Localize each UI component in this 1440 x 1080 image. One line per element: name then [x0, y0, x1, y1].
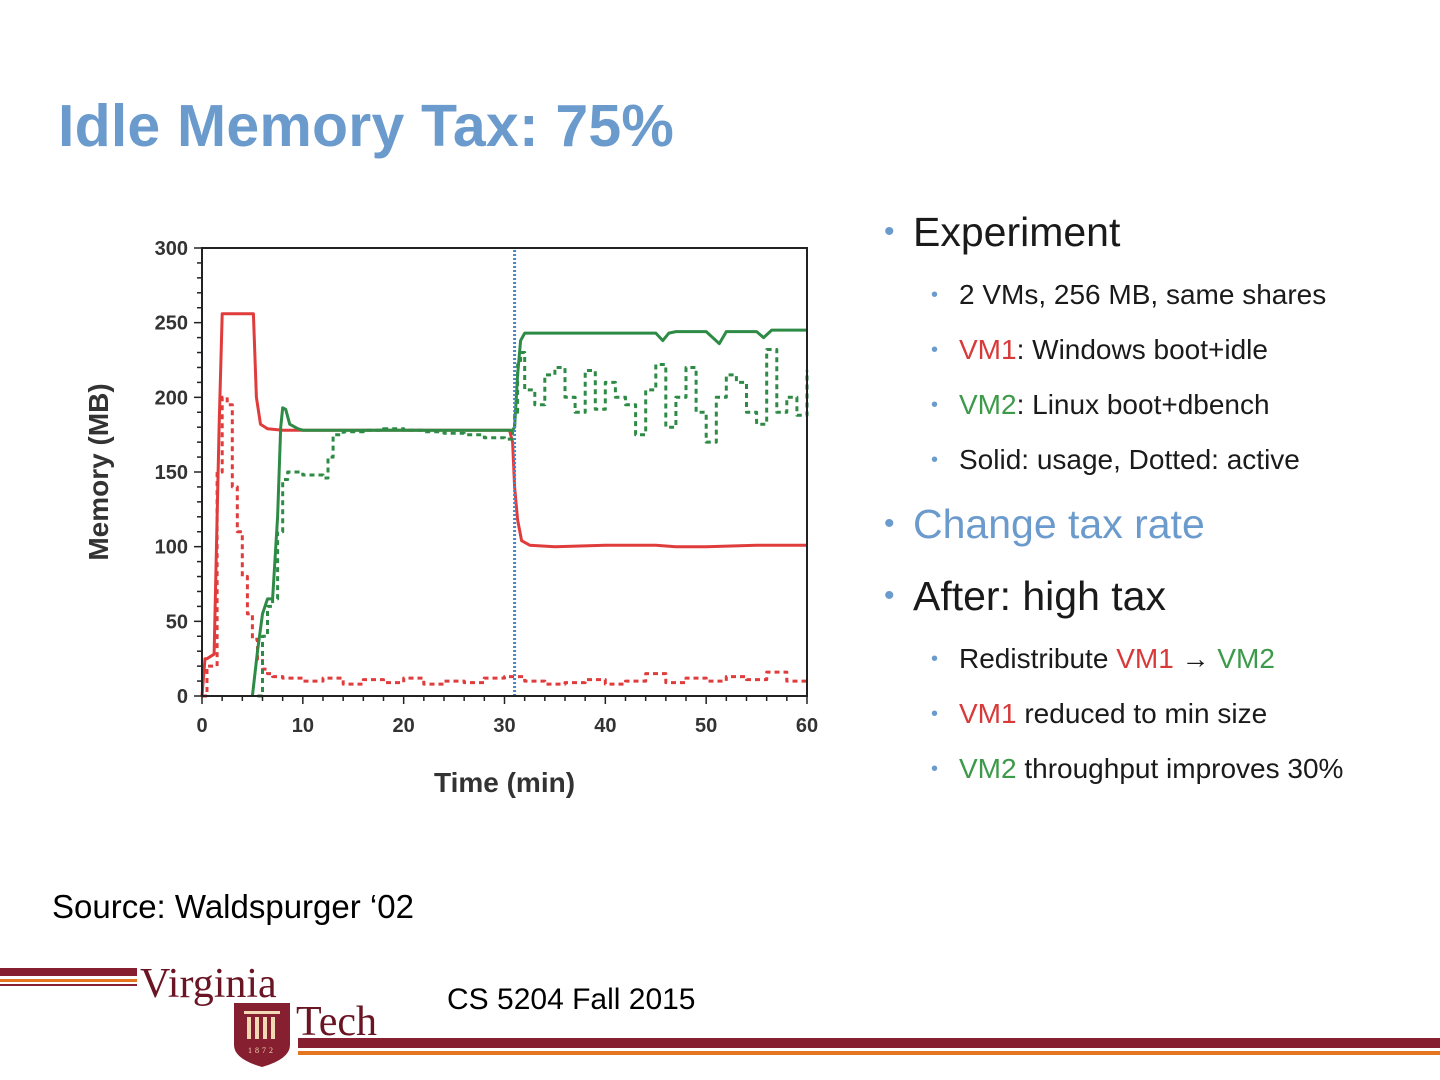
bullet-item-2: • VM1: Windows boot+idle — [880, 334, 1425, 366]
y-tick-label: 300 — [155, 238, 188, 260]
x-tick-label: 0 — [196, 715, 207, 737]
bullet-dot-icon: • — [931, 449, 939, 471]
bullet-dot-icon: • — [931, 703, 939, 725]
bullet-list: • Experiment • 2 VMs, 256 MB, same shares • V… — [880, 200, 1425, 785]
virginia-tech-logo: Virginia 1872 Tech — [0, 961, 377, 1067]
plot-frame — [201, 247, 808, 697]
bullet-dot-icon: • — [884, 507, 895, 540]
bullet-text: Solid: usage, Dotted: active — [959, 444, 1300, 475]
x-tick-label: 40 — [594, 715, 616, 737]
y-tick-label: 200 — [155, 387, 188, 409]
bullet-dot-icon: • — [884, 579, 895, 612]
series-vm1-usage-line — [200, 312, 807, 697]
memory-chart: 0 50 100 150 200 250 300 0 10 20 30 40 50 60 Time (min… — [83, 238, 818, 798]
bullet-item-3: • VM2: Linux boot+dbench — [880, 389, 1425, 421]
y-tick-label: 100 — [155, 537, 188, 559]
bullet-item-1: • 2 VMs, 256 MB, same shares — [880, 279, 1425, 311]
bullet-item-6: • After: high tax — [880, 572, 1425, 620]
y-tick-label: 50 — [166, 611, 188, 633]
bullet-text: VM1 — [959, 334, 1017, 365]
bullet-dot-icon: • — [931, 394, 939, 416]
chart-axes-group: 0 50 100 150 200 250 300 0 10 20 30 40 50 60 Time (min… — [83, 238, 818, 798]
bullet-text: VM1 — [959, 698, 1017, 729]
bullet-dot-icon: • — [931, 648, 939, 670]
y-tick-label: 250 — [155, 313, 188, 335]
bullet-item-5: • Change tax rate — [880, 500, 1425, 548]
bullet-dot-icon: • — [931, 339, 939, 361]
series-vm2-usage-line — [250, 328, 807, 697]
bullet-text: throughput improves 30% — [1016, 753, 1344, 784]
source-citation: Source: Waldspurger ‘02 — [52, 888, 414, 925]
bullet-text: VM2 — [959, 389, 1017, 420]
bullet-text: : Windows boot+idle — [1016, 334, 1268, 365]
bullet-item-0: • Experiment — [880, 208, 1425, 256]
bullet-item-4: • Solid: usage, Dotted: active — [880, 444, 1425, 476]
bullet-item-8: • VM1 reduced to min size — [880, 698, 1425, 730]
bullet-text: After: high tax — [913, 573, 1166, 619]
bullet-text: VM2 — [959, 753, 1017, 784]
chart-series-group — [200, 250, 809, 698]
y-tick-label: 150 — [155, 462, 188, 484]
bullet-dot-icon: • — [931, 284, 939, 306]
x-tick-label: 10 — [292, 715, 314, 737]
logo-word-tech: Tech — [296, 999, 377, 1045]
x-tick-label: 30 — [493, 715, 515, 737]
bullet-text: Change tax rate — [913, 501, 1205, 547]
bullet-item-7: • Redistribute VM1 → VM2 — [880, 643, 1425, 675]
x-tick-label: 50 — [695, 715, 717, 737]
slide-title: Idle Memory Tax: 75% — [58, 93, 675, 159]
series-vm1-active-line — [202, 395, 809, 698]
x-axis-label: Time (min) — [434, 767, 575, 798]
logo-year: 1872 — [248, 1046, 276, 1055]
bullet-text: : Linux boot+dbench — [1016, 389, 1270, 420]
logo-word-virginia: Virginia — [140, 961, 277, 1007]
bullet-text: 2 VMs, 256 MB, same shares — [959, 279, 1327, 310]
bullet-text: VM2 — [1217, 643, 1275, 674]
bullet-text: → — [1173, 643, 1218, 674]
bullet-text: Redistribute — [959, 643, 1117, 674]
bullet-item-9: • VM2 throughput improves 30% — [880, 753, 1425, 785]
bullet-dot-icon: • — [931, 758, 939, 780]
bullet-text: Experiment — [913, 209, 1121, 255]
course-label: CS 5204 Fall 2015 — [447, 983, 696, 1016]
y-axis-label: Memory (MB) — [83, 383, 114, 560]
footer-divider — [298, 1038, 1440, 1055]
y-tick-label: 0 — [177, 686, 188, 708]
bullet-text: VM1 — [1116, 643, 1174, 674]
bullet-text: reduced to min size — [1016, 698, 1268, 729]
bullet-dot-icon: • — [884, 215, 895, 248]
x-tick-label: 60 — [796, 715, 818, 737]
x-tick-label: 20 — [393, 715, 415, 737]
series-vm2-active-line — [257, 348, 809, 698]
